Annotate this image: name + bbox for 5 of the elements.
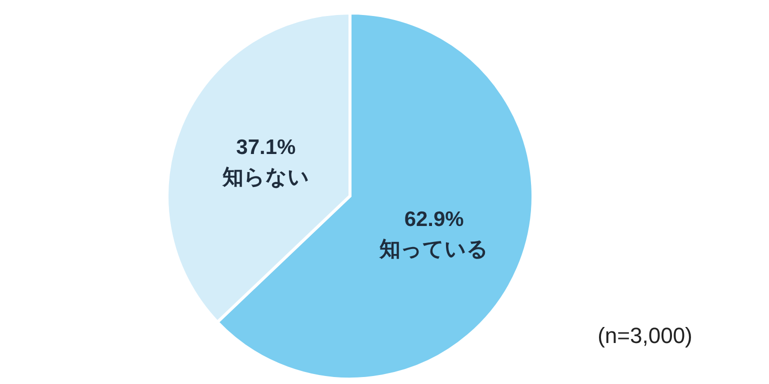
text: (n=3,000) — [598, 323, 692, 348]
data-label: 62.9% — [404, 208, 464, 232]
data-label: 37.1% — [236, 136, 296, 159]
slice-label: 知っている — [378, 238, 489, 262]
slice-label: 知らない — [221, 166, 310, 189]
